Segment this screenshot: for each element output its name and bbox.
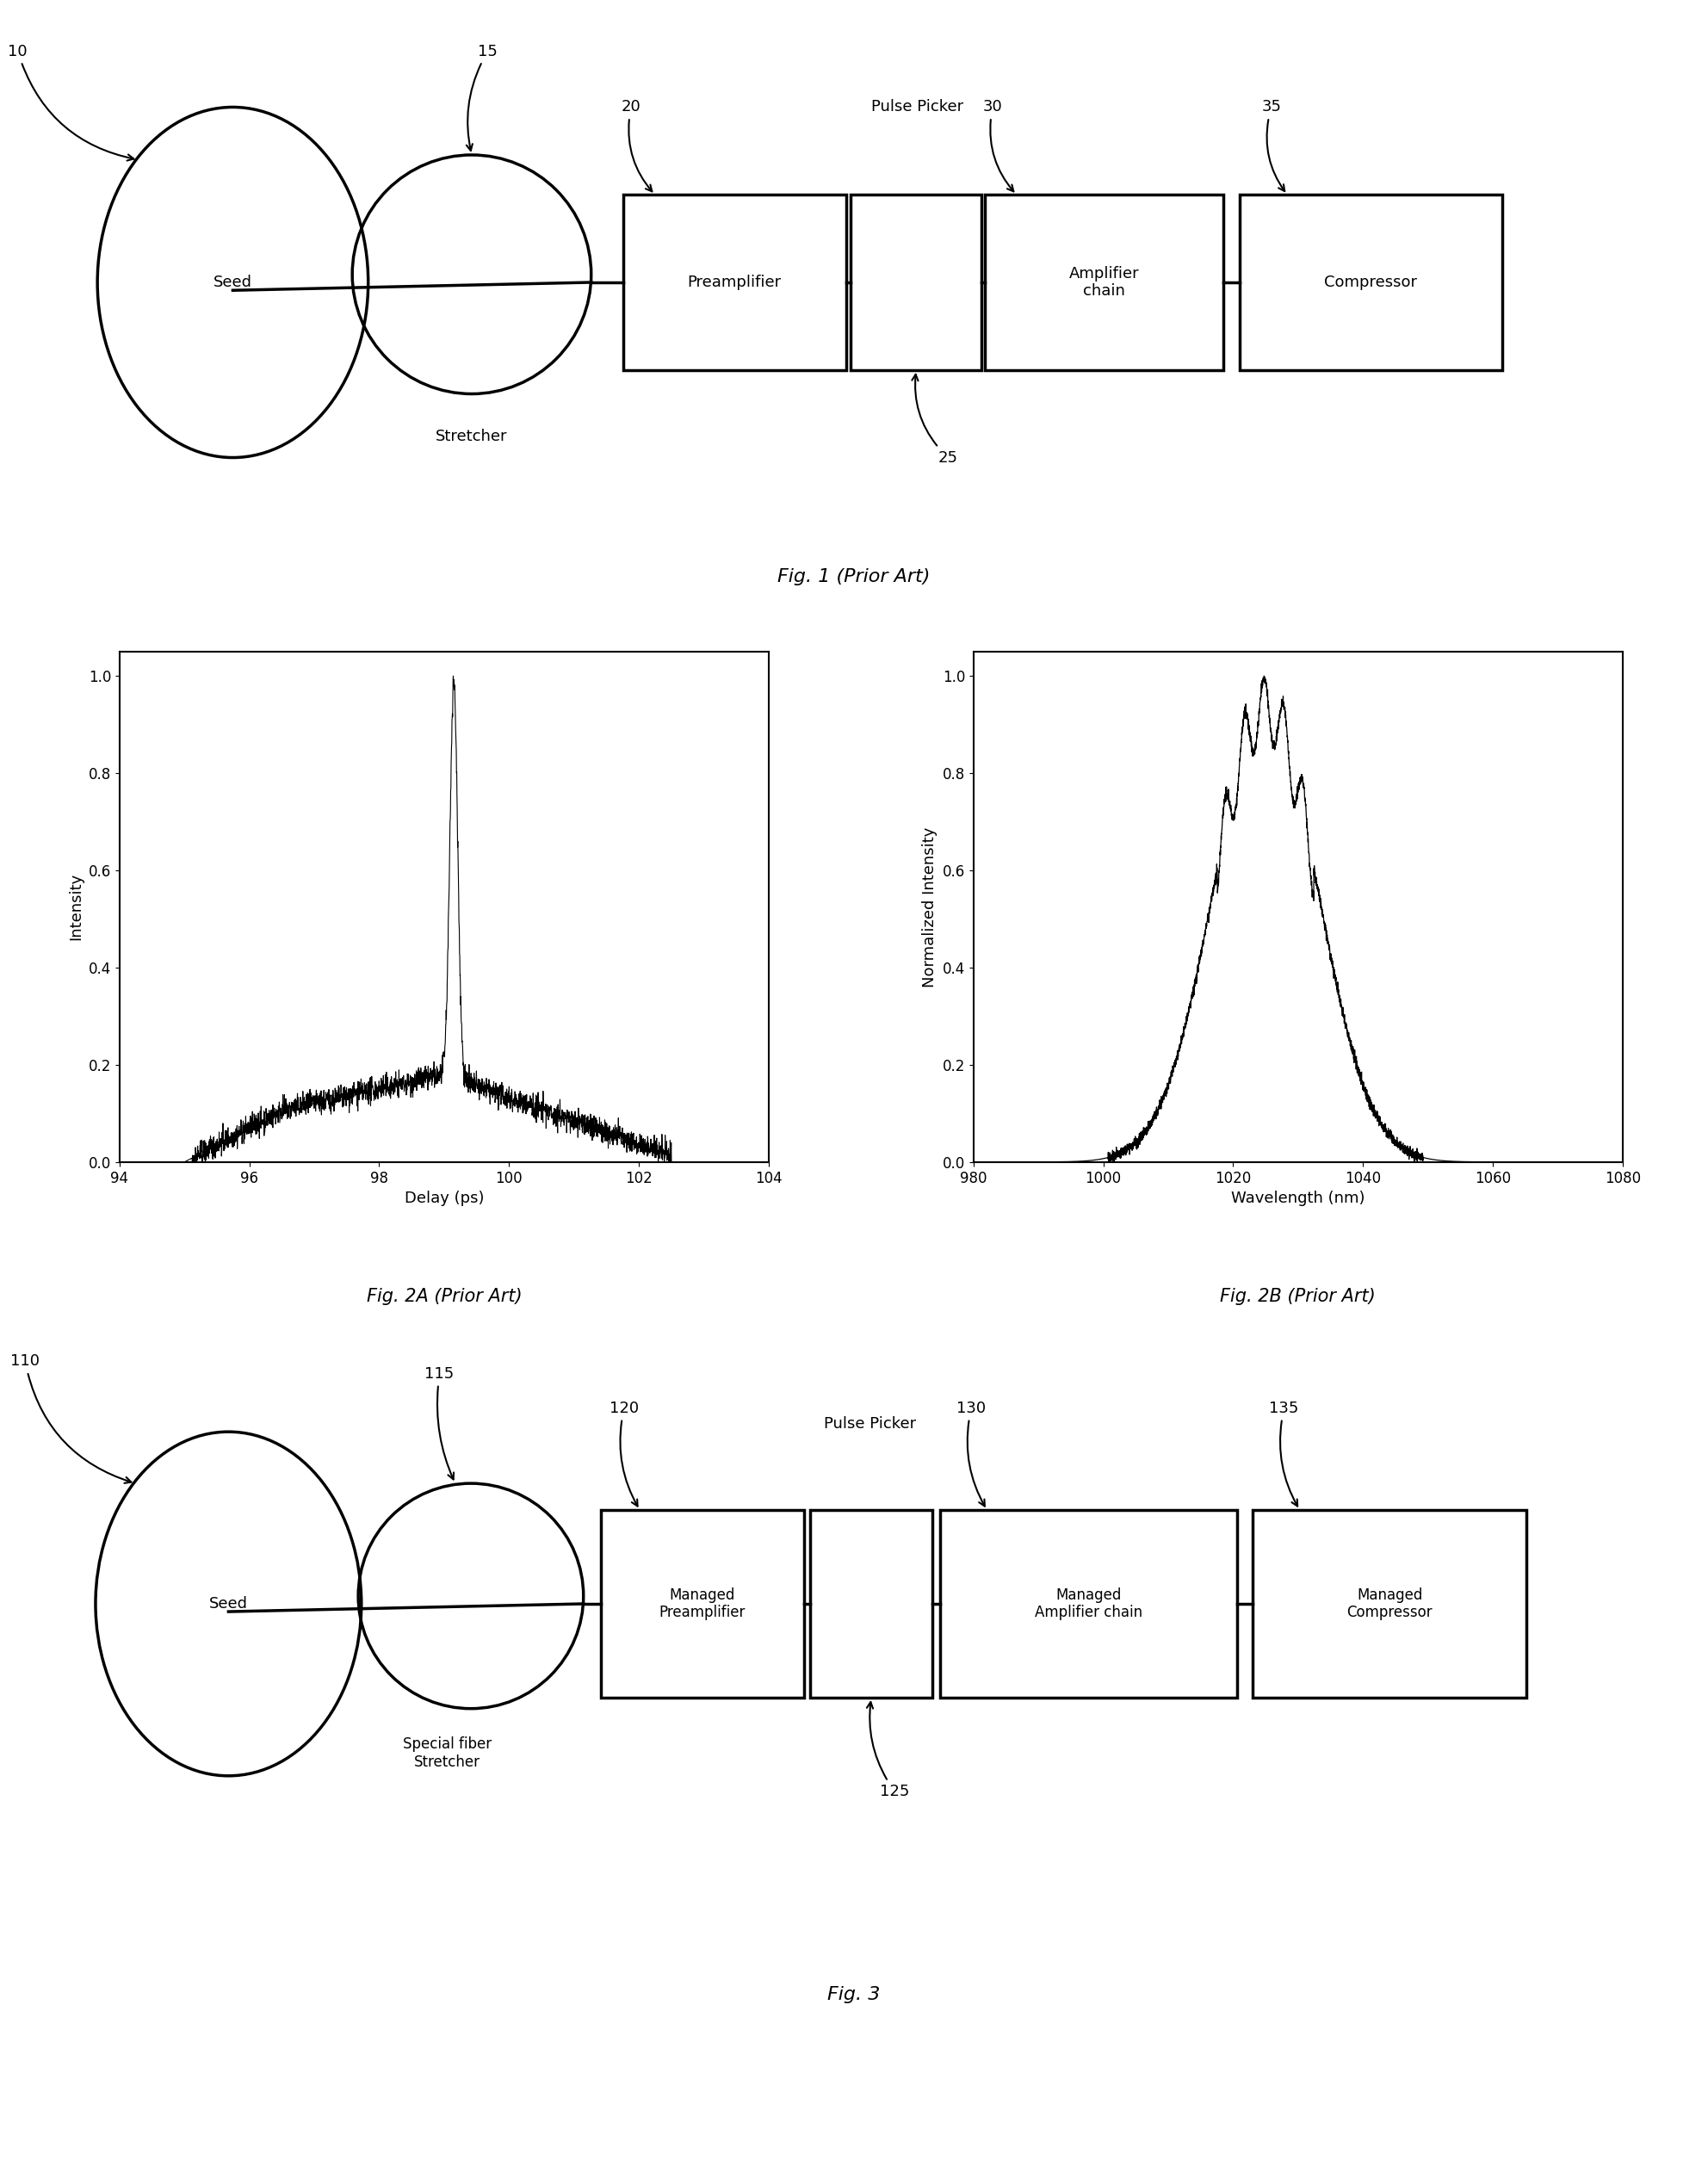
Y-axis label: Normalized Intensity: Normalized Intensity	[922, 828, 938, 986]
Text: Special fiber
Stretcher: Special fiber Stretcher	[403, 1738, 492, 1770]
Text: Fig. 3: Fig. 3	[828, 1985, 880, 2003]
Text: Fig. 2B (Prior Art): Fig. 2B (Prior Art)	[1220, 1288, 1377, 1305]
Text: 35: 35	[1262, 100, 1284, 191]
Text: Fig. 2A (Prior Art): Fig. 2A (Prior Art)	[366, 1288, 523, 1305]
Text: Managed
Amplifier chain: Managed Amplifier chain	[1035, 1588, 1143, 1620]
Text: Compressor: Compressor	[1324, 274, 1418, 291]
Text: Managed
Preamplifier: Managed Preamplifier	[659, 1588, 745, 1620]
Text: Pulse Picker: Pulse Picker	[823, 1416, 915, 1431]
Text: 120: 120	[610, 1401, 639, 1505]
Bar	[601, 1510, 804, 1699]
X-axis label: Delay (ps): Delay (ps)	[405, 1190, 483, 1205]
Text: Stretcher: Stretcher	[436, 428, 507, 445]
Text: Pulse Picker: Pulse Picker	[871, 100, 963, 115]
Bar	[984, 195, 1223, 369]
Text: Seed: Seed	[214, 274, 253, 291]
Text: 110: 110	[10, 1353, 132, 1483]
Text: 25: 25	[912, 374, 958, 465]
Text: 125: 125	[868, 1703, 909, 1798]
Text: 10: 10	[9, 43, 133, 161]
Bar	[623, 195, 845, 369]
X-axis label: Wavelength (nm): Wavelength (nm)	[1231, 1190, 1365, 1205]
Bar	[1252, 1510, 1527, 1699]
Text: Seed: Seed	[208, 1596, 248, 1612]
Text: 135: 135	[1269, 1401, 1298, 1505]
Text: Managed
Compressor: Managed Compressor	[1346, 1588, 1433, 1620]
Bar	[939, 1510, 1237, 1699]
Bar	[810, 1510, 933, 1699]
Text: Amplifier
chain: Amplifier chain	[1069, 265, 1139, 300]
Text: 20: 20	[622, 100, 652, 191]
Bar	[1240, 195, 1503, 369]
Y-axis label: Intensity: Intensity	[68, 873, 84, 940]
Bar	[851, 195, 982, 369]
Text: 115: 115	[425, 1366, 454, 1479]
Text: Fig. 1 (Prior Art): Fig. 1 (Prior Art)	[777, 569, 931, 586]
Text: 15: 15	[466, 43, 497, 150]
Text: 30: 30	[982, 100, 1013, 191]
Text: 130: 130	[956, 1401, 986, 1505]
Text: Preamplifier: Preamplifier	[688, 274, 782, 291]
